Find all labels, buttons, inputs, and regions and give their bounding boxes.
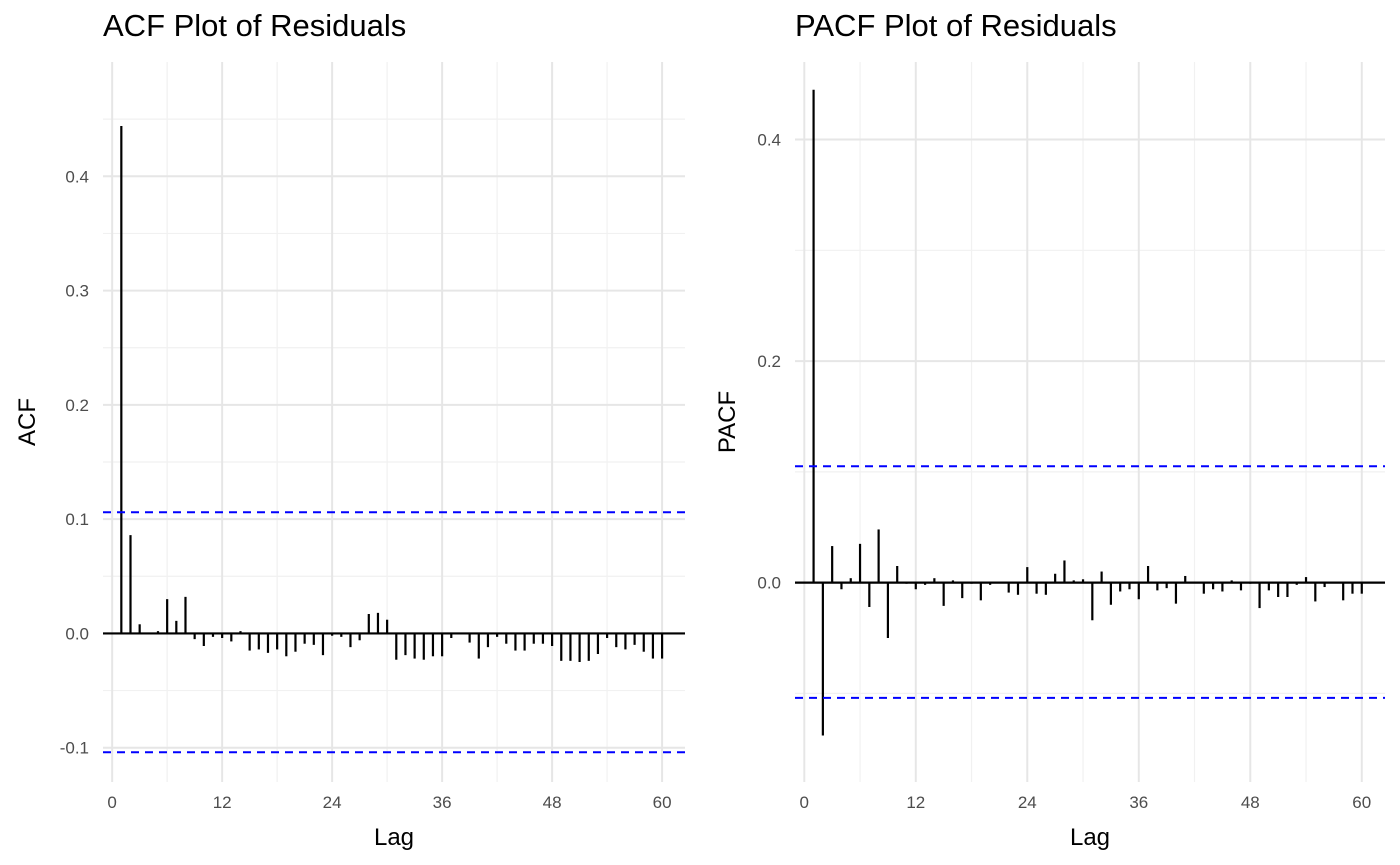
acf-y-tick-label: 0.0 <box>65 624 89 643</box>
acf-y-tick-label: 0.4 <box>65 167 89 186</box>
acf-x-tick-label: 12 <box>213 793 232 812</box>
acf-x-tick-label: 60 <box>653 793 672 812</box>
acf-x-tick-label: 48 <box>543 793 562 812</box>
acf-y-tick-label: 0.3 <box>65 282 89 301</box>
pacf-x-tick-label: 0 <box>800 793 809 812</box>
pacf-chart-title: PACF Plot of Residuals <box>795 8 1117 43</box>
pacf-x-tick-label: 24 <box>1018 793 1037 812</box>
pacf-x-tick-label: 48 <box>1241 793 1260 812</box>
pacf-panel: 0 12 24 36 48 60 0.0 0.2 0.4 Lag PACF <box>714 62 1385 851</box>
pacf-x-tick-label: 36 <box>1129 793 1148 812</box>
acf-y-tick-label: 0.1 <box>65 510 89 529</box>
acf-panel: 0 12 24 36 48 60 -0.1 0.0 0.1 0.2 0.3 0.4 Lag ACF <box>14 62 685 851</box>
acf-y-axis-label: ACF <box>14 398 41 446</box>
acf-x-tick-label: 24 <box>323 793 342 812</box>
pacf-y-tick-label: 0.2 <box>757 352 781 371</box>
acf-chart-title: ACF Plot of Residuals <box>103 8 407 43</box>
acf-y-tick-label: -0.1 <box>60 739 89 758</box>
pacf-x-tick-label: 60 <box>1352 793 1371 812</box>
pacf-x-tick-label: 12 <box>906 793 925 812</box>
acf-x-axis-label: Lag <box>374 824 414 851</box>
pacf-y-tick-label: 0.0 <box>757 574 781 593</box>
acf-y-tick-label: 0.2 <box>65 396 89 415</box>
pacf-x-axis-label: Lag <box>1070 824 1110 851</box>
acf-x-tick-label: 36 <box>433 793 452 812</box>
pacf-y-axis-label: PACF <box>714 391 741 453</box>
acf-x-tick-label: 0 <box>107 793 116 812</box>
pacf-y-tick-label: 0.4 <box>757 131 781 150</box>
